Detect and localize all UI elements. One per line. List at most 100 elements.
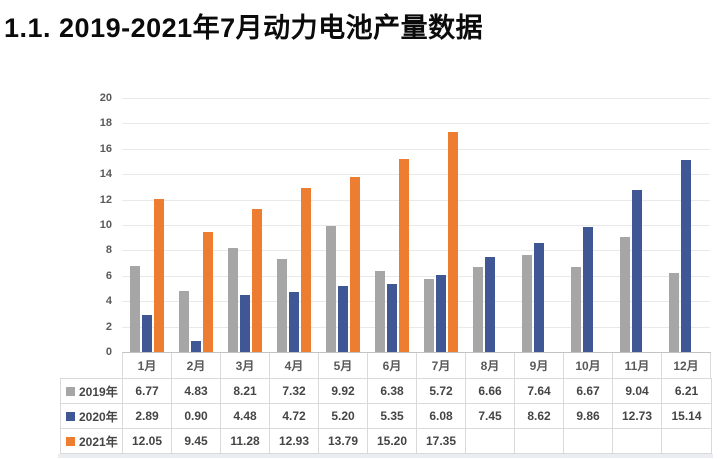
grid-line bbox=[122, 123, 710, 125]
table-value-cell: 8.21 bbox=[221, 379, 270, 404]
x-axis-label: 10月 bbox=[564, 353, 613, 379]
grid-line bbox=[122, 98, 710, 99]
bar-2021年 bbox=[399, 158, 409, 352]
bar-2019年 bbox=[522, 254, 532, 352]
x-axis-label: 8月 bbox=[466, 353, 515, 379]
x-axis-label: 1月 bbox=[123, 353, 172, 379]
grid-line bbox=[122, 275, 710, 277]
y-tick-label: 18 bbox=[99, 117, 112, 130]
table-value-cell: 17.35 bbox=[417, 429, 466, 454]
y-tick-label: 10 bbox=[99, 219, 112, 231]
x-axis-label: 3月 bbox=[221, 353, 270, 379]
table-value-cell: 12.93 bbox=[270, 429, 319, 454]
table-value-cell: 4.72 bbox=[270, 404, 319, 429]
legend-swatch bbox=[66, 436, 75, 446]
x-axis-label: 5月 bbox=[319, 353, 368, 379]
bar-2019年 bbox=[620, 237, 630, 352]
battery-production-chart: 0 2 4 6 8 10 12 14 16 18 20 1月 2月 3月 4月 5月 6月 7月 8月 9月 10月 1… bbox=[0, 85, 720, 458]
grid-line bbox=[122, 148, 710, 150]
y-tick-label: 14 bbox=[99, 168, 112, 181]
series-name: 2020年 bbox=[79, 409, 118, 424]
series-label-2019年: 2019年 bbox=[61, 379, 123, 404]
bar-2020年 bbox=[632, 190, 642, 352]
bar-2019年 bbox=[179, 290, 189, 352]
table-value-cell: 6.08 bbox=[417, 404, 466, 429]
table-value-cell: 5.20 bbox=[319, 404, 368, 429]
series-name: 2019年 bbox=[79, 384, 118, 399]
plot-area bbox=[122, 98, 710, 352]
table-value-cell bbox=[515, 429, 564, 454]
bar-2021年 bbox=[301, 187, 311, 352]
grid-line bbox=[122, 199, 710, 201]
table-value-cell: 6.77 bbox=[123, 379, 172, 404]
table-value-cell: 7.64 bbox=[515, 379, 564, 404]
y-tick-label: 16 bbox=[99, 142, 112, 155]
table-value-cell: 9.86 bbox=[564, 404, 613, 429]
y-tick-label: 6 bbox=[105, 269, 112, 282]
table-value-cell: 9.92 bbox=[319, 379, 368, 404]
page-title: 1.1. 2019-2021年7月动力电池产量数据 bbox=[4, 13, 484, 43]
table-value-cell: 11.28 bbox=[221, 429, 270, 454]
table-value-cell: 13.79 bbox=[319, 429, 368, 454]
table-value-cell: 7.45 bbox=[466, 404, 515, 429]
bar-2020年 bbox=[240, 295, 250, 352]
table-value-cell: 15.20 bbox=[368, 429, 417, 454]
bar-2021年 bbox=[350, 176, 360, 352]
x-axis-label: 7月 bbox=[417, 353, 466, 379]
table-value-cell: 4.48 bbox=[221, 404, 270, 429]
table-value-cell: 5.72 bbox=[417, 379, 466, 404]
x-axis-label: 9月 bbox=[515, 353, 564, 379]
y-tick-label: 20 bbox=[99, 92, 112, 104]
table-value-cell: 6.21 bbox=[662, 379, 711, 404]
x-axis-label: 2月 bbox=[172, 353, 221, 379]
grid-line bbox=[122, 174, 710, 176]
bar-2021年 bbox=[154, 198, 164, 352]
x-axis-label: 11月 bbox=[613, 353, 662, 379]
table-value-cell bbox=[662, 429, 711, 454]
y-tick-label: 4 bbox=[105, 295, 112, 308]
table-value-cell: 6.67 bbox=[564, 379, 613, 404]
table-value-cell: 5.35 bbox=[368, 404, 417, 429]
table-value-cell: 2.89 bbox=[123, 404, 172, 429]
grid-line bbox=[122, 326, 710, 328]
x-axis-label: 6月 bbox=[368, 353, 417, 379]
table-value-cell bbox=[613, 429, 662, 454]
bar-2019年 bbox=[228, 247, 238, 352]
bar-2019年 bbox=[571, 267, 581, 352]
series-label-2020年: 2020年 bbox=[61, 404, 123, 429]
grid-line bbox=[122, 301, 710, 303]
bar-2019年 bbox=[424, 279, 434, 352]
bar-2019年 bbox=[326, 226, 336, 352]
table-value-cell: 6.66 bbox=[466, 379, 515, 404]
bar-2020年 bbox=[583, 226, 593, 352]
bar-2019年 bbox=[375, 270, 385, 352]
x-axis-label: 4月 bbox=[270, 353, 319, 379]
bar-2021年 bbox=[448, 131, 458, 352]
bar-2020年 bbox=[436, 274, 446, 352]
table-value-cell: 12.05 bbox=[123, 429, 172, 454]
bar-2021年 bbox=[203, 232, 213, 352]
table-value-cell bbox=[564, 429, 613, 454]
table-value-cell: 4.83 bbox=[172, 379, 221, 404]
bar-2020年 bbox=[289, 292, 299, 352]
bar-2021年 bbox=[252, 208, 262, 352]
y-tick-label: 12 bbox=[99, 193, 112, 206]
bar-2020年 bbox=[338, 285, 348, 352]
bar-2019年 bbox=[473, 267, 483, 352]
table-value-cell: 15.14 bbox=[662, 404, 711, 429]
grid-line bbox=[122, 250, 710, 252]
y-tick-label: 2 bbox=[105, 320, 112, 333]
table-value-cell: 0.90 bbox=[172, 404, 221, 429]
bar-2020年 bbox=[681, 159, 691, 352]
table-value-cell: 9.45 bbox=[172, 429, 221, 454]
table-value-cell: 12.73 bbox=[613, 404, 662, 429]
bar-2019年 bbox=[277, 259, 287, 352]
x-axis-label: 12月 bbox=[662, 353, 711, 379]
table-value-cell: 9.04 bbox=[613, 379, 662, 404]
bar-2020年 bbox=[534, 242, 544, 352]
table-value-cell: 8.62 bbox=[515, 404, 564, 429]
bar-2020年 bbox=[191, 340, 201, 352]
x-axis: 1月 2月 3月 4月 5月 6月 7月 8月 9月 10月 11月 12月 bbox=[122, 352, 711, 379]
grid-line bbox=[122, 225, 710, 226]
